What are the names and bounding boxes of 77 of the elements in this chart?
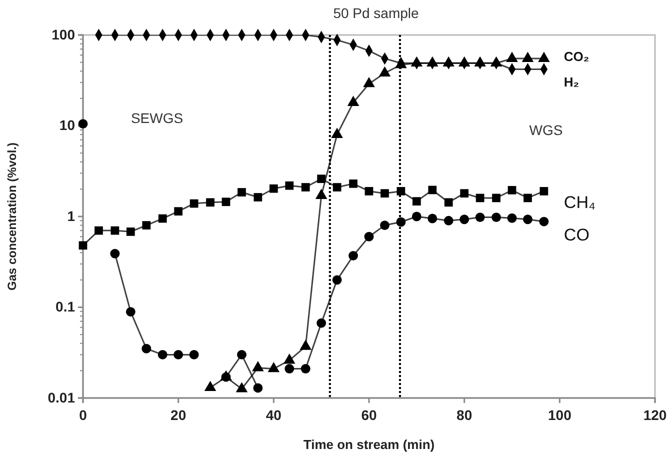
point [174, 207, 183, 216]
point [460, 214, 470, 224]
point [492, 194, 500, 202]
point [142, 344, 152, 354]
point [316, 318, 326, 328]
point [412, 212, 422, 222]
chart-title: 50 Pd sample [333, 5, 420, 21]
x-tick-label: 60 [361, 407, 377, 423]
series-label: H₂ [564, 74, 580, 90]
point [238, 188, 246, 196]
point [364, 232, 374, 242]
point [174, 350, 184, 360]
annotation: WGS [529, 122, 563, 138]
x-tick-label: 40 [266, 407, 282, 423]
point [78, 241, 88, 250]
point [332, 275, 342, 285]
point [380, 189, 389, 198]
point [475, 212, 485, 222]
point [412, 197, 421, 206]
point [444, 216, 454, 226]
y-tick-label: 0.1 [56, 298, 76, 315]
series-label: CO [564, 225, 590, 244]
point [126, 307, 136, 317]
point [507, 213, 517, 223]
x-tick-label: 80 [456, 407, 472, 423]
point [190, 199, 198, 208]
point [269, 184, 278, 193]
point [237, 350, 246, 360]
point [380, 220, 390, 230]
point [428, 214, 438, 224]
point [222, 198, 230, 206]
x-tick-label: 100 [548, 407, 572, 423]
point [110, 248, 120, 258]
point [349, 179, 358, 188]
point [158, 350, 168, 360]
point [78, 119, 88, 129]
y-axis-title: Gas concentration (%vol.) [5, 142, 19, 291]
point [444, 198, 453, 207]
point [540, 187, 548, 196]
point [126, 228, 135, 236]
point [301, 183, 310, 192]
point [492, 212, 501, 222]
point [110, 226, 120, 235]
annotation: SEWGS [130, 110, 184, 126]
point [254, 193, 262, 202]
series-label: CH₄ [564, 193, 596, 212]
point [253, 383, 263, 393]
point [524, 194, 532, 202]
point [428, 186, 437, 194]
point [300, 364, 310, 374]
y-tick-label: 100 [52, 26, 76, 42]
point [142, 221, 151, 230]
y-tick-label: 1 [67, 208, 76, 224]
point [539, 216, 549, 226]
point [206, 198, 214, 207]
point [364, 187, 374, 196]
point [348, 250, 358, 260]
point [460, 189, 469, 198]
series-label: CO₂ [564, 49, 590, 64]
y-tick-label: 10 [59, 117, 76, 134]
x-tick-label: 20 [170, 407, 186, 423]
x-tick-label: 120 [643, 407, 667, 423]
point [189, 350, 199, 360]
point [396, 187, 406, 196]
point [94, 226, 103, 235]
point [508, 186, 516, 194]
point [285, 181, 294, 190]
point [523, 214, 532, 224]
point [317, 174, 326, 184]
x-tick-label: 0 [79, 407, 88, 423]
point [476, 194, 484, 202]
x-axis-title: Time on stream (min) [303, 437, 435, 452]
point [332, 183, 342, 192]
point [158, 214, 167, 223]
point [284, 364, 294, 374]
point [396, 217, 406, 227]
y-tick-label: 0.01 [48, 389, 76, 406]
